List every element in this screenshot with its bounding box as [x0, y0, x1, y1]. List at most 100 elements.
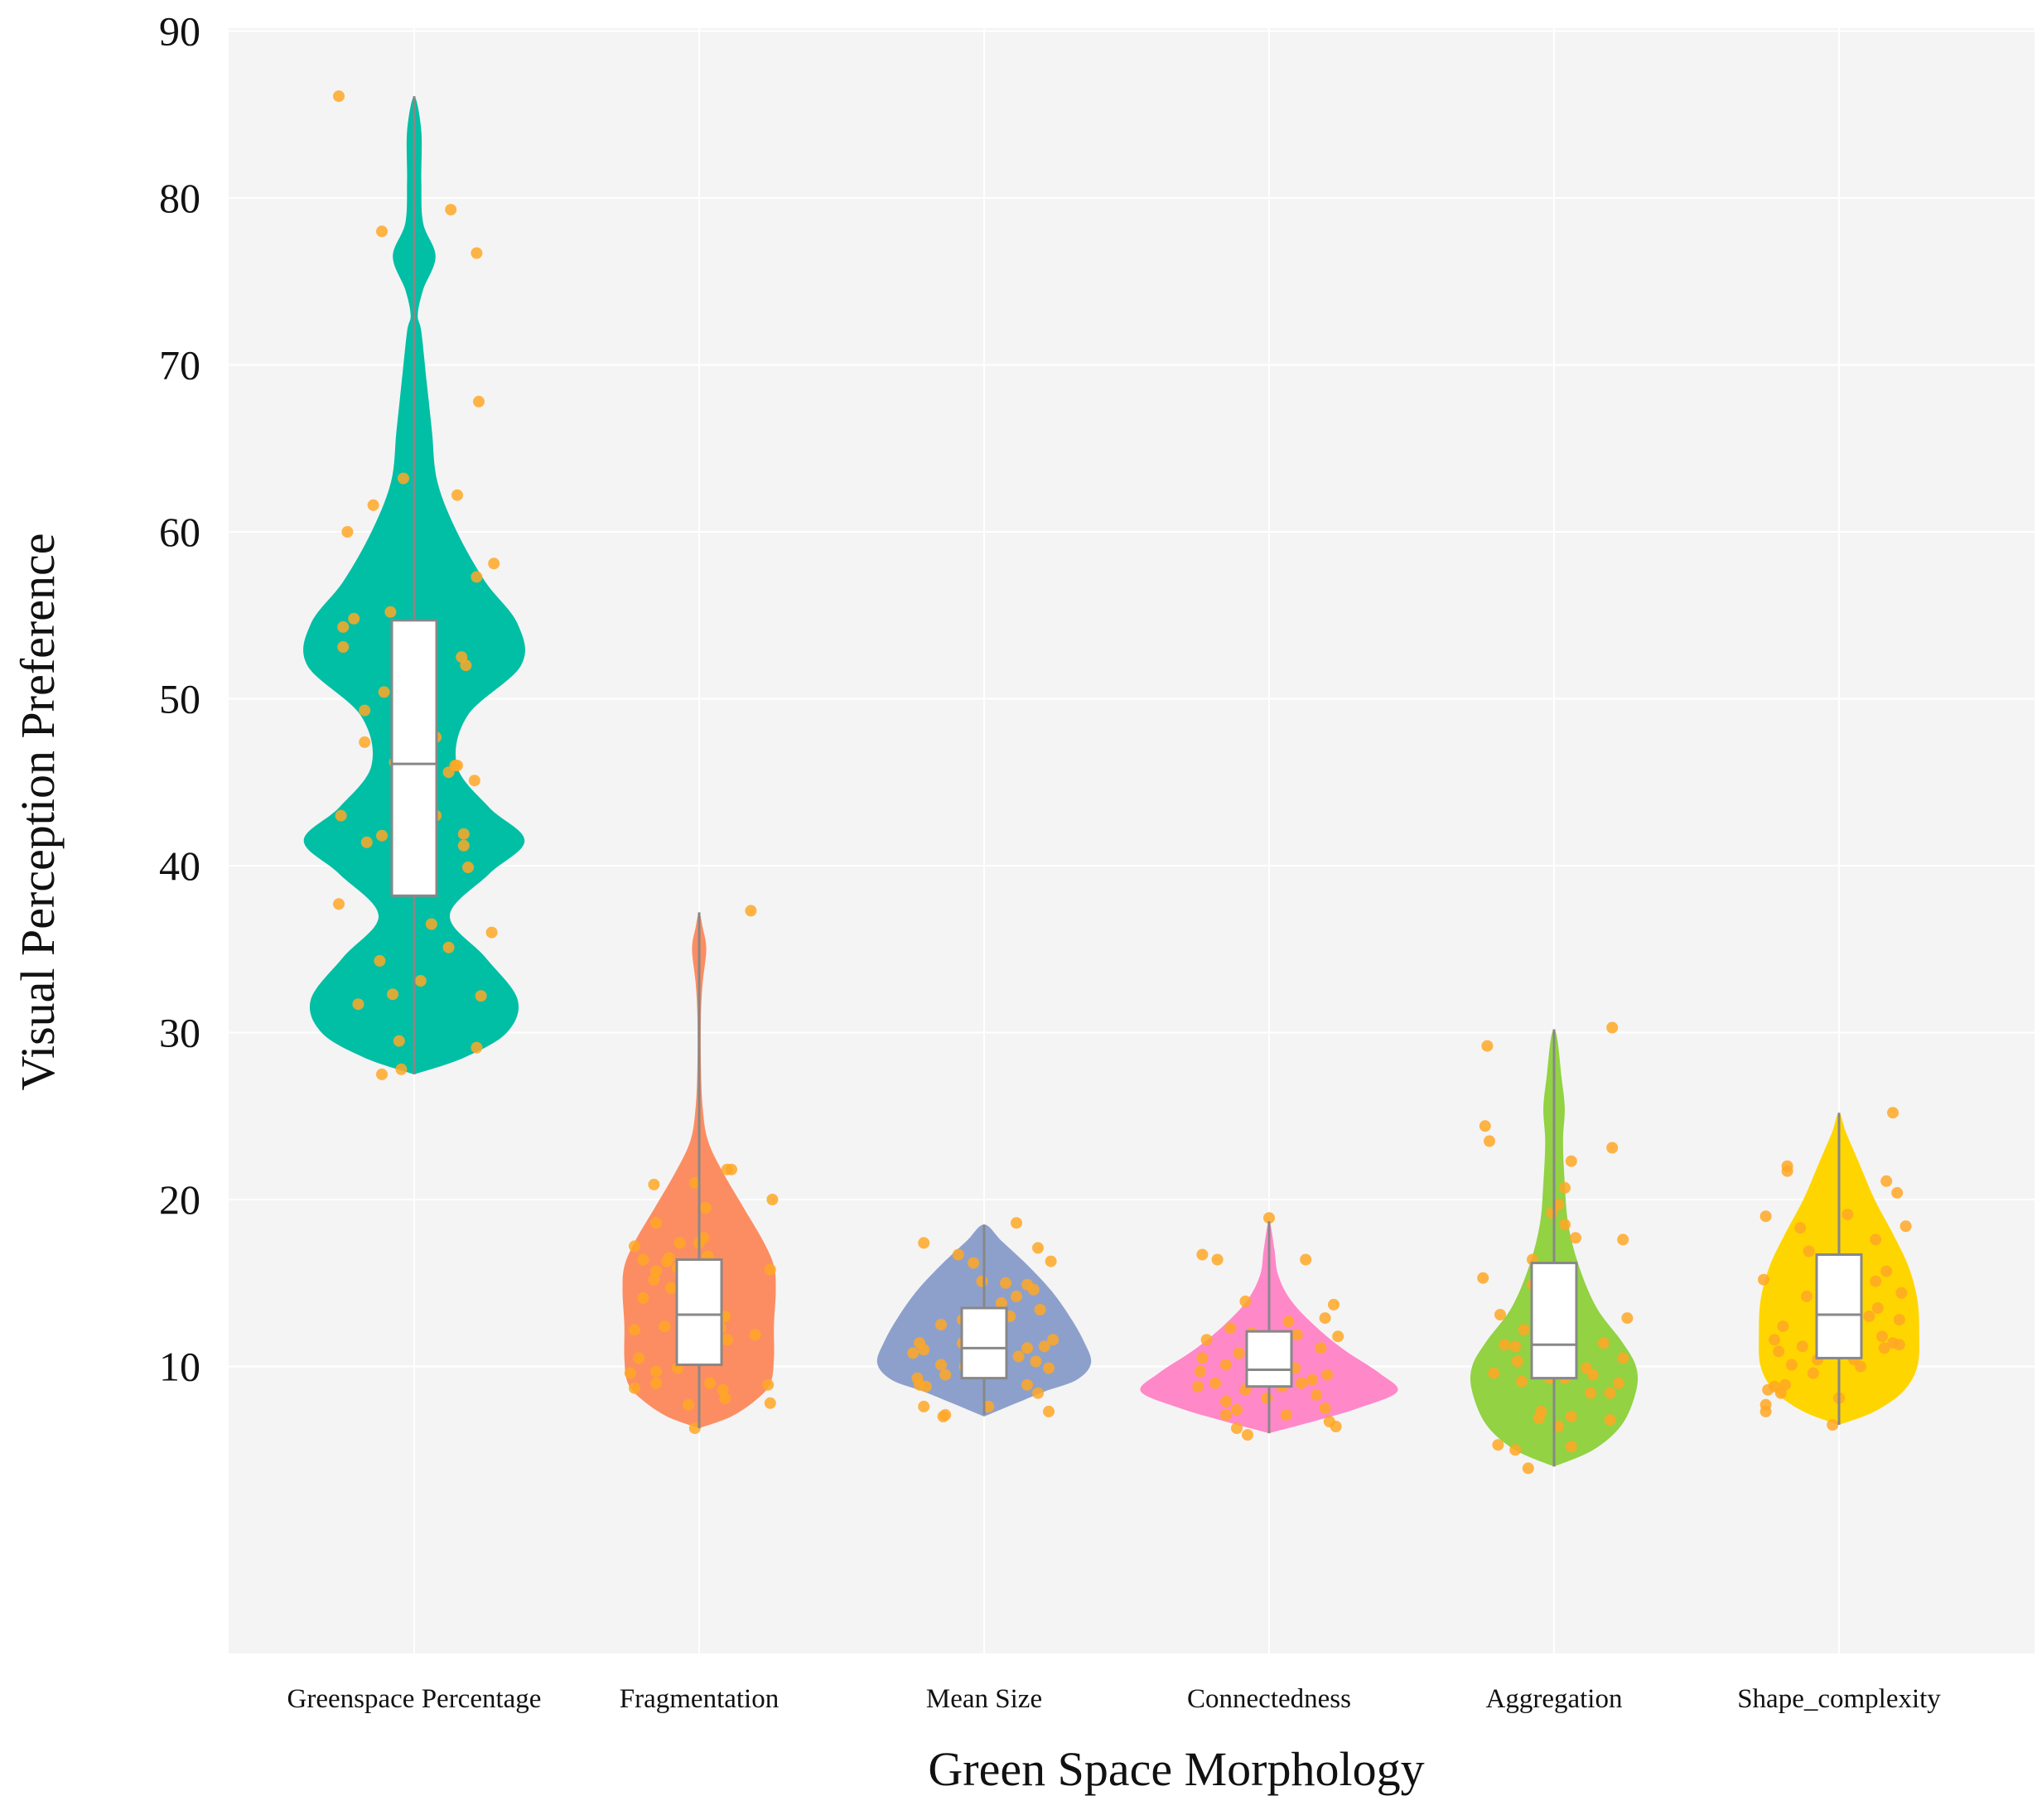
point-connectedness-33 [1231, 1403, 1243, 1416]
point-connectedness-37 [1330, 1421, 1342, 1432]
point-mean-size-20 [1021, 1342, 1033, 1354]
point-fragmentation-34 [633, 1352, 645, 1364]
point-fragmentation-38 [762, 1378, 775, 1391]
point-fragmentation-10 [698, 1232, 710, 1244]
point-shape-complexity-29 [1878, 1342, 1890, 1354]
point-connectedness-29 [1311, 1388, 1323, 1401]
box-fragmentation [675, 1258, 723, 1366]
point-fragmentation-7 [650, 1217, 662, 1229]
point-shape-complexity-17 [1801, 1290, 1813, 1302]
point-aggregation-24 [1509, 1340, 1522, 1353]
point-mean-size-39 [982, 1400, 995, 1412]
point-fragmentation-46 [688, 1422, 701, 1435]
point-shape-complexity-27 [1887, 1337, 1899, 1349]
box-greenspace-percentage [390, 619, 438, 897]
point-mean-size-6 [1000, 1277, 1011, 1289]
y-tick-labels: 102030405060708090100 [159, 8, 200, 1390]
point-greenspace-percentage-47 [376, 1068, 388, 1080]
point-shape-complexity-22 [1863, 1311, 1875, 1322]
point-connectedness-13 [1315, 1342, 1327, 1354]
point-shape-complexity-34 [1785, 1359, 1798, 1371]
y-axis-title: Visual Perception Preference [11, 533, 65, 1091]
point-fragmentation-6 [699, 1202, 712, 1214]
point-greenspace-percentage-37 [442, 941, 455, 953]
point-shape-complexity-39 [1769, 1380, 1780, 1393]
point-greenspace-percentage-11 [384, 606, 397, 618]
point-greenspace-percentage-39 [374, 954, 386, 967]
point-shape-complexity-23 [1777, 1320, 1789, 1333]
point-fragmentation-37 [650, 1365, 662, 1378]
point-greenspace-percentage-13 [337, 620, 350, 633]
point-greenspace-percentage-2 [445, 204, 457, 216]
point-shape-complexity-30 [1773, 1345, 1785, 1358]
point-mean-size-11 [995, 1296, 1007, 1309]
point-aggregation-31 [1586, 1369, 1599, 1381]
point-fragmentation-22 [637, 1291, 649, 1304]
point-connectedness-18 [1220, 1359, 1232, 1371]
point-fragmentation-40 [629, 1382, 640, 1394]
point-aggregation-0 [1606, 1021, 1619, 1034]
point-aggregation-27 [1617, 1352, 1629, 1364]
point-mean-size-29 [1043, 1362, 1055, 1374]
point-shape-complexity-2 [1781, 1165, 1793, 1177]
point-connectedness-30 [1261, 1392, 1273, 1404]
point-shape-complexity-35 [1807, 1367, 1819, 1379]
y-tick-30: 30 [159, 1010, 200, 1056]
point-aggregation-17 [1621, 1312, 1634, 1325]
point-shape-complexity-9 [1870, 1233, 1882, 1246]
point-fragmentation-11 [629, 1240, 640, 1253]
point-fragmentation-14 [637, 1253, 649, 1266]
y-tick-40: 40 [159, 842, 200, 889]
point-mean-size-13 [1034, 1304, 1046, 1316]
point-connectedness-6 [1319, 1312, 1331, 1325]
point-connectedness-2 [1211, 1253, 1224, 1266]
point-mean-size-35 [914, 1378, 925, 1391]
point-mean-size-37 [1032, 1387, 1044, 1399]
point-aggregation-4 [1606, 1142, 1619, 1154]
point-mean-size-42 [937, 1411, 949, 1422]
point-connectedness-21 [1321, 1369, 1334, 1381]
x-tick-aggregation: Aggregation [1486, 1684, 1623, 1714]
point-greenspace-percentage-6 [367, 499, 379, 511]
point-aggregation-23 [1499, 1339, 1511, 1351]
point-connectedness-14 [1233, 1347, 1245, 1359]
point-greenspace-percentage-17 [378, 686, 390, 698]
point-connectedness-34 [1280, 1408, 1292, 1421]
point-aggregation-7 [1552, 1199, 1565, 1210]
point-greenspace-percentage-33 [457, 839, 470, 852]
point-fragmentation-35 [624, 1367, 636, 1379]
point-shape-complexity-33 [1855, 1360, 1866, 1373]
point-aggregation-30 [1488, 1367, 1500, 1379]
point-fragmentation-28 [629, 1324, 640, 1336]
point-mean-size-5 [968, 1257, 979, 1269]
point-mean-size-40 [1043, 1405, 1055, 1417]
point-mean-size-36 [1021, 1378, 1033, 1391]
point-fragmentation-21 [665, 1282, 678, 1294]
point-fragmentation-15 [661, 1255, 673, 1267]
box-aggregation [1530, 1262, 1578, 1380]
point-aggregation-44 [1509, 1444, 1522, 1456]
point-greenspace-percentage-34 [462, 862, 474, 873]
point-connectedness-0 [1263, 1212, 1275, 1224]
point-shape-complexity-8 [1794, 1222, 1807, 1234]
point-greenspace-percentage-8 [451, 489, 463, 501]
point-aggregation-6 [1559, 1181, 1571, 1194]
point-greenspace-percentage-0 [333, 90, 345, 103]
point-greenspace-percentage-38 [485, 926, 498, 939]
x-axis-title: Green Space Morphology [928, 1742, 1424, 1796]
point-shape-complexity-19 [1871, 1302, 1884, 1314]
point-connectedness-25 [1296, 1377, 1307, 1389]
x-tick-greenspace-percentage: Greenspace Percentage [287, 1684, 542, 1714]
y-tick-60: 60 [159, 509, 200, 555]
point-greenspace-percentage-42 [414, 975, 427, 987]
point-shape-complexity-43 [1827, 1419, 1839, 1431]
point-greenspace-percentage-12 [348, 612, 360, 625]
point-shape-complexity-25 [1876, 1330, 1888, 1343]
point-greenspace-percentage-16 [460, 659, 472, 672]
point-fragmentation-4 [766, 1194, 779, 1205]
point-connectedness-16 [1196, 1352, 1209, 1364]
point-mean-size-22 [918, 1344, 930, 1356]
y-tick-10: 10 [159, 1344, 200, 1390]
point-shape-complexity-13 [1880, 1265, 1893, 1277]
